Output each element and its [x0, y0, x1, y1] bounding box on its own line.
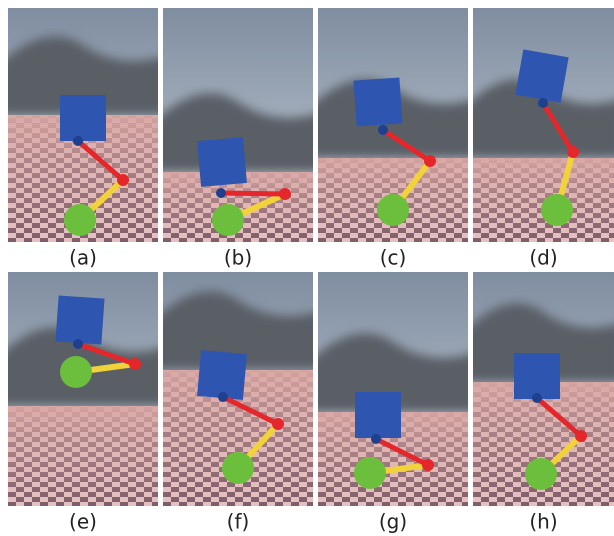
torso — [514, 353, 560, 399]
panel-label: (d) — [529, 246, 557, 270]
foot — [64, 204, 96, 236]
foot — [525, 458, 557, 490]
panel-label: (f) — [227, 510, 250, 534]
panel-label: (e) — [69, 510, 97, 534]
torso — [197, 137, 247, 187]
panel-content — [308, 272, 478, 506]
panel-content — [153, 272, 323, 506]
hip-joint — [371, 434, 381, 444]
foot — [60, 356, 92, 388]
hip-joint — [378, 125, 388, 135]
foot — [377, 194, 409, 226]
knee-joint — [117, 174, 129, 186]
panel-label: (h) — [529, 510, 557, 534]
knee-joint — [575, 430, 587, 442]
panel-content — [463, 272, 614, 506]
panel-content — [463, 8, 614, 242]
panel: (a) — [0, 8, 168, 270]
foot — [541, 194, 573, 226]
panel: (b) — [153, 8, 323, 270]
hip-joint — [73, 339, 83, 349]
panel: (c) — [308, 8, 478, 270]
panel-label: (b) — [224, 246, 252, 270]
panel-label: (c) — [380, 246, 407, 270]
floor-haze — [8, 406, 158, 506]
torso — [60, 95, 106, 141]
hip-joint — [532, 393, 542, 403]
panel-content — [0, 272, 168, 506]
upper-leg — [221, 193, 285, 194]
knee-joint — [279, 188, 291, 200]
figure: (a) (b) (c) (d) (e) (f) (g) (h) — [0, 0, 614, 536]
knee-joint — [567, 146, 579, 158]
torso — [353, 77, 402, 126]
panel: (h) — [463, 272, 614, 534]
panel-content — [0, 8, 168, 242]
knee-joint — [272, 418, 284, 430]
knee-joint — [129, 358, 141, 370]
torso — [515, 49, 568, 102]
panel-content — [153, 8, 323, 242]
hip-joint — [218, 392, 228, 402]
panel-label: (g) — [379, 510, 407, 534]
hip-joint — [73, 136, 83, 146]
foot — [212, 204, 244, 236]
panel-content — [308, 8, 478, 242]
panel: (e) — [0, 272, 168, 534]
panel: (g) — [308, 272, 478, 534]
torso — [55, 295, 104, 344]
torso — [355, 392, 401, 438]
panel: (d) — [463, 8, 614, 270]
hip-joint — [538, 98, 548, 108]
panel: (f) — [153, 272, 323, 534]
foot — [222, 452, 254, 484]
floor-haze — [473, 158, 614, 242]
foot — [354, 457, 386, 489]
knee-joint — [422, 459, 434, 471]
panel-label: (a) — [69, 246, 97, 270]
hip-joint — [216, 188, 226, 198]
knee-joint — [424, 155, 436, 167]
